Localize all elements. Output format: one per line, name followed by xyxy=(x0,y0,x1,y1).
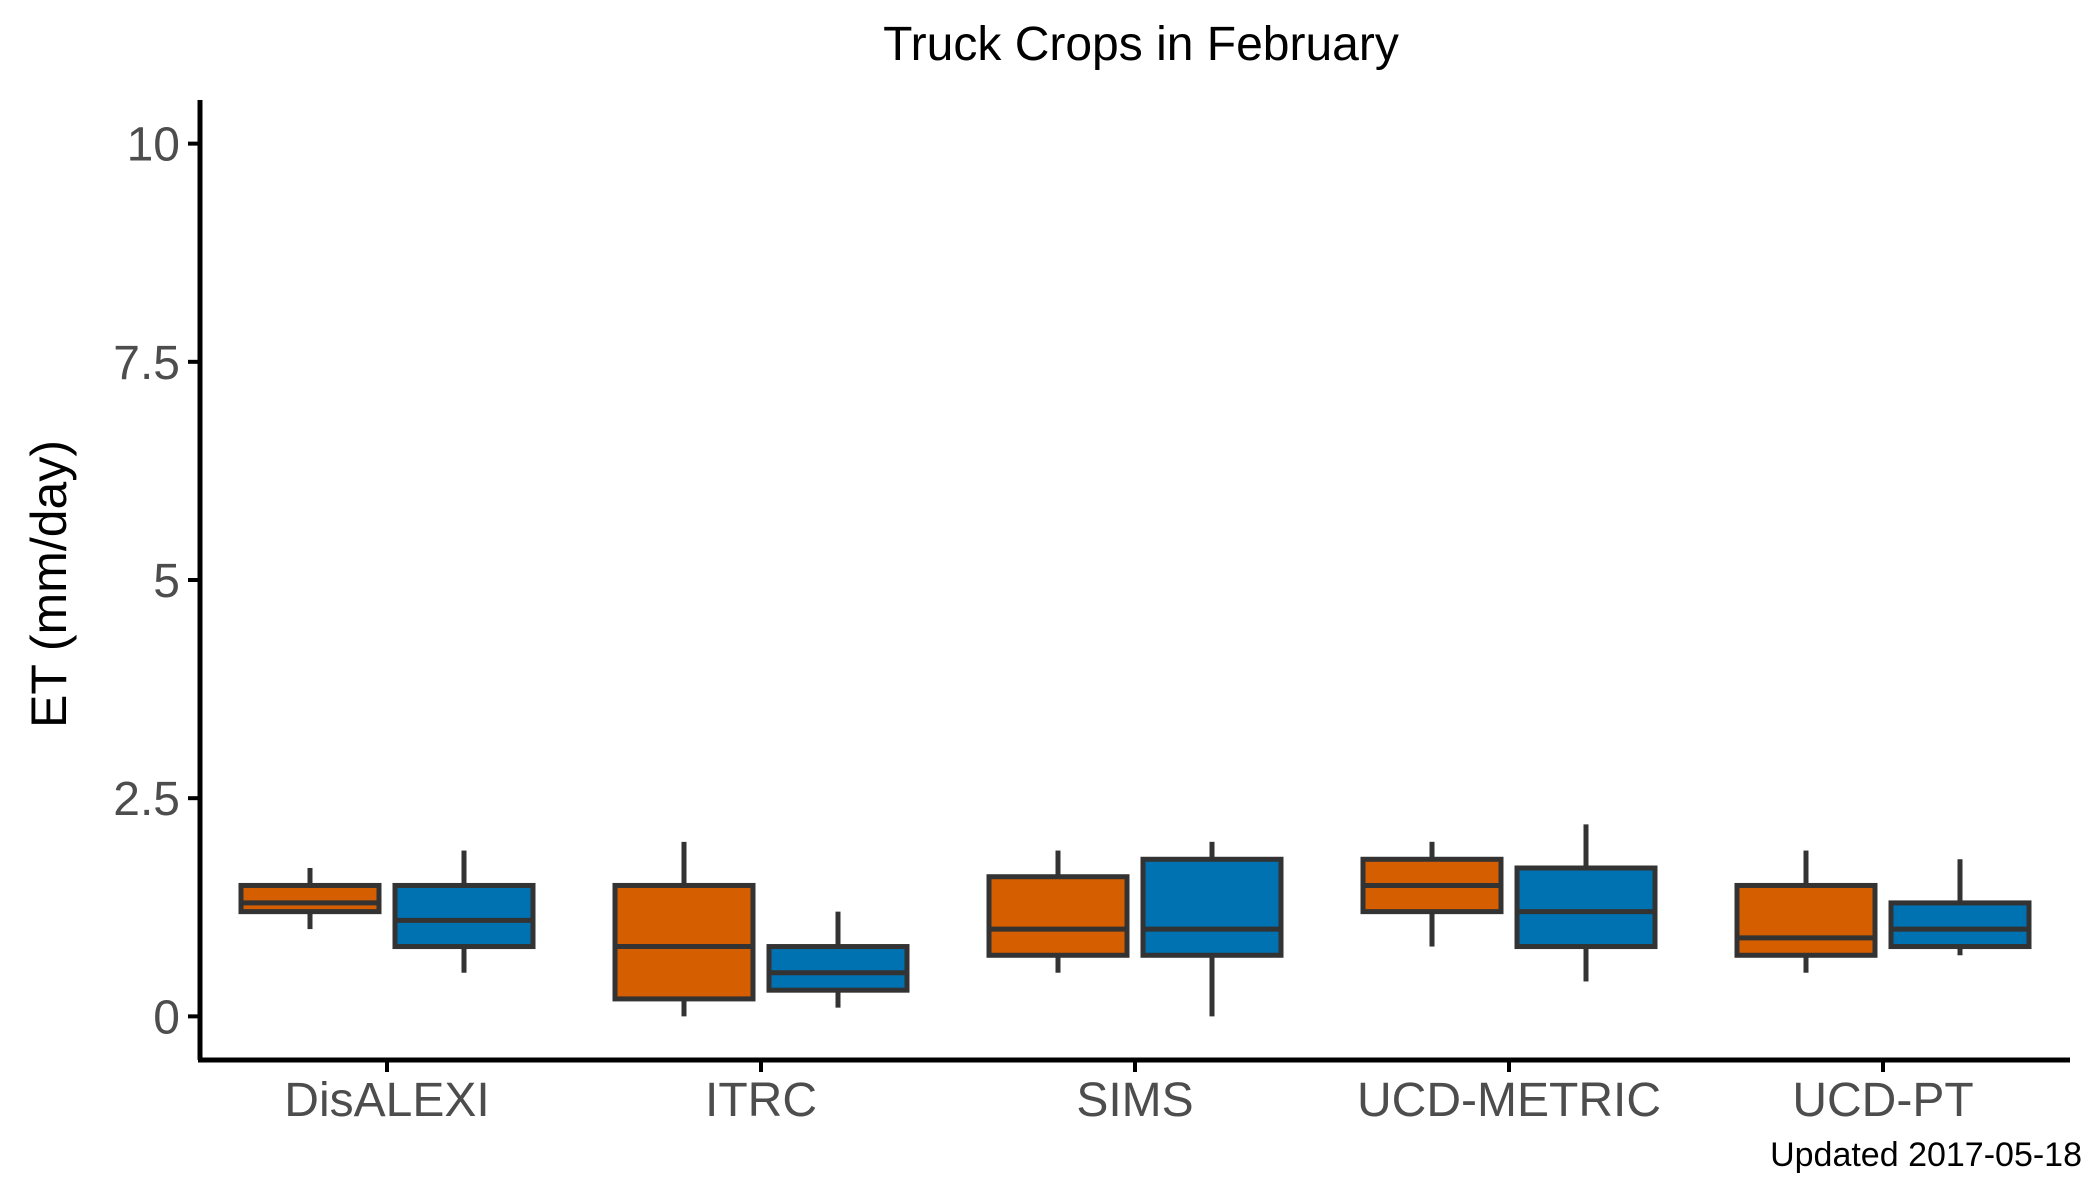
box xyxy=(1140,856,1284,958)
x-tick-label: DisALEXI xyxy=(284,1074,489,1127)
updated-caption: Updated 2017-05-18 xyxy=(1770,1136,2082,1174)
x-tick-label: UCD-PT xyxy=(1792,1074,1973,1127)
x-tick-label: ITRC xyxy=(705,1074,817,1127)
box xyxy=(392,882,536,950)
y-tick-label: 5 xyxy=(153,555,180,608)
box xyxy=(238,882,382,915)
y-tick-label: 7.5 xyxy=(113,337,180,390)
plot-area: 0 2.5 5 7.5 10 DisALEXI ITRC SIMS UCD-METRIC UCD-… xyxy=(113,100,2070,1127)
y-tick-label: 2.5 xyxy=(113,773,180,826)
y-tick-label: 10 xyxy=(127,119,180,172)
x-tick-label: SIMS xyxy=(1076,1074,1193,1127)
box xyxy=(986,874,1130,958)
x-tick-label: UCD-METRIC xyxy=(1357,1074,1661,1127)
box xyxy=(1734,882,1878,958)
box xyxy=(1514,865,1658,950)
box xyxy=(612,882,756,1002)
box xyxy=(766,944,910,993)
box xyxy=(1888,900,2032,950)
y-axis-title: ET (mm/day) xyxy=(21,440,77,728)
y-tick-label: 0 xyxy=(153,991,180,1044)
chart-title: Truck Crops in February xyxy=(883,18,1399,71)
